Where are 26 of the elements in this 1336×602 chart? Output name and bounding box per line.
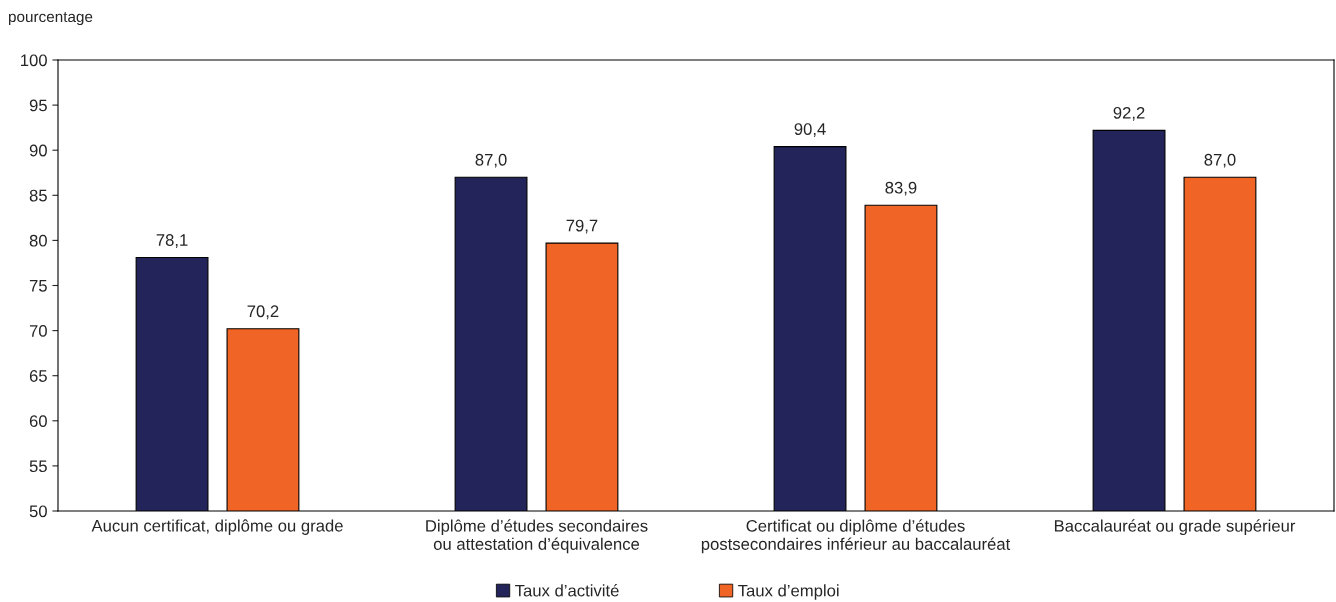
y-tick-label: 85 bbox=[29, 189, 47, 202]
legend-label: Taux d’activité bbox=[515, 584, 619, 597]
y-tick-label: 55 bbox=[29, 460, 47, 473]
x-tick-label: Baccalauréat ou grade supérieur bbox=[1054, 519, 1296, 536]
y-tick-label: 90 bbox=[29, 144, 47, 157]
data-label: 83,9 bbox=[885, 181, 917, 196]
x-tick-label: Aucun certificat, diplôme ou grade bbox=[91, 519, 343, 535]
y-tick-label: 95 bbox=[29, 99, 47, 112]
y-tick-label: 60 bbox=[29, 415, 47, 427]
y-tick-label: 65 bbox=[29, 370, 47, 382]
data-label: 87,0 bbox=[475, 153, 507, 168]
data-label: 87,0 bbox=[1204, 153, 1236, 168]
y-axis-title: pourcentage bbox=[8, 12, 93, 26]
legend-label: Taux d’emploi bbox=[738, 584, 839, 600]
data-label: 70,2 bbox=[247, 305, 279, 320]
y-tick-label: 75 bbox=[29, 280, 47, 292]
y-tick-label: 80 bbox=[29, 234, 47, 247]
data-label: 78,1 bbox=[156, 234, 188, 248]
y-tick-label: 100 bbox=[21, 54, 47, 67]
x-tick-label: Certificat ou diplôme d’études postsecondaires inférieur au baccalauréat bbox=[701, 519, 1011, 554]
data-label: 92,2 bbox=[1113, 106, 1145, 121]
x-tick-label: Diplôme d’études secondaires ou attestation d’équivalence bbox=[426, 519, 648, 554]
data-label: 79,7 bbox=[566, 219, 598, 234]
y-tick-label: 50 bbox=[29, 505, 47, 518]
y-tick-label: 70 bbox=[29, 325, 47, 337]
data-label: 90,4 bbox=[794, 123, 826, 137]
